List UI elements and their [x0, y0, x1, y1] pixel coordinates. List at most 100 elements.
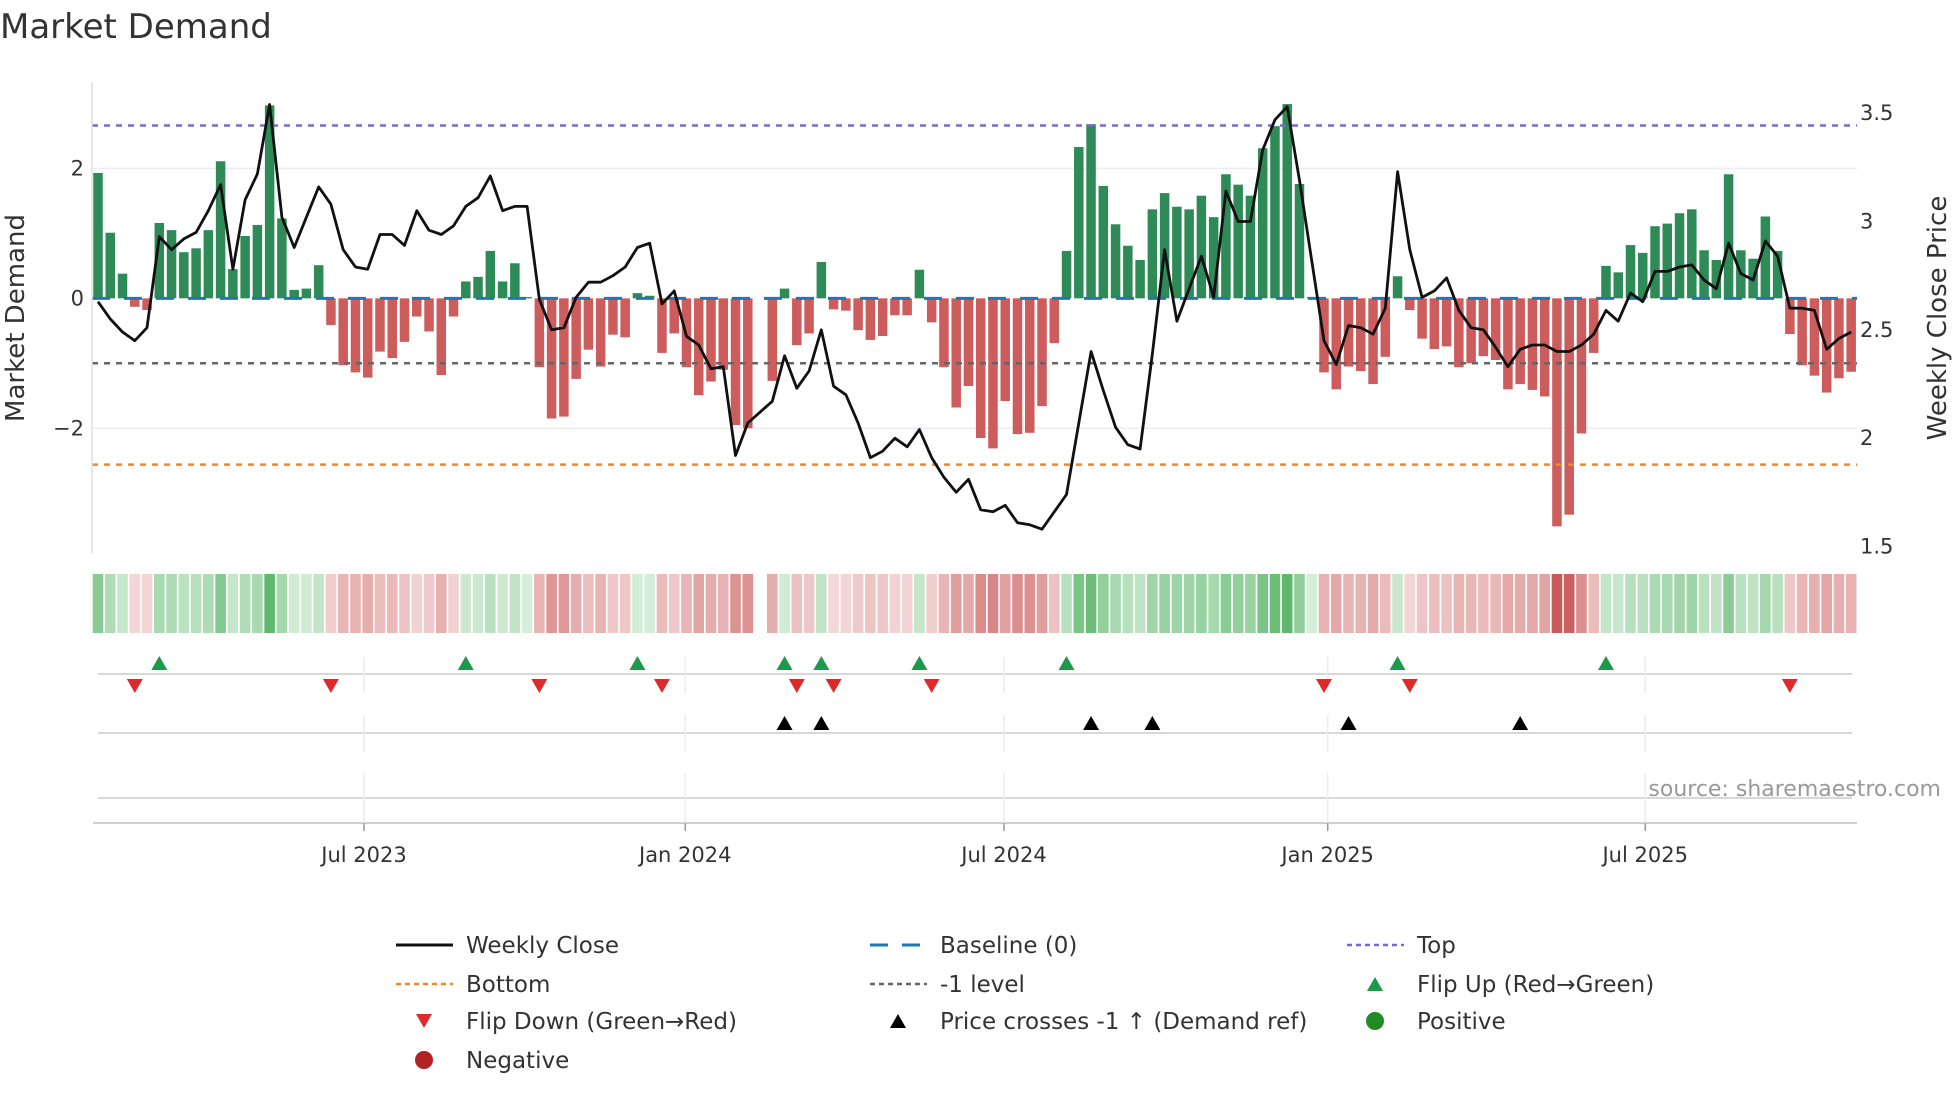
y-axis-label: Market Demand: [1, 214, 31, 422]
chart-title: Market Demand: [0, 7, 272, 47]
heat-cell: [411, 574, 423, 633]
demand-bar: [779, 288, 790, 299]
heat-cell: [607, 574, 619, 633]
heat-cell: [1809, 574, 1820, 633]
demand-bar: [362, 298, 373, 378]
heat-cell: [889, 574, 901, 633]
heat-cell: [1625, 574, 1636, 633]
heat-cell: [1588, 574, 1600, 633]
x-tick-label: Jan 2024: [637, 843, 732, 867]
heat-cell: [1380, 574, 1391, 633]
demand-bar: [669, 298, 679, 334]
source-note: source: sharemaestro.com: [1648, 777, 1941, 802]
heat-cell: [938, 574, 950, 633]
heat-cell: [730, 574, 741, 633]
legend-label: Flip Up (Red→Green): [1417, 972, 1654, 998]
demand-bar: [142, 298, 152, 311]
heat-cell: [1171, 574, 1183, 633]
demand-bar: [1662, 223, 1673, 299]
heat-cell: [472, 574, 484, 633]
legend-label: Baseline (0): [940, 933, 1077, 959]
demand-bar: [191, 248, 201, 299]
heat-cell: [1576, 574, 1587, 633]
demand-bar: [546, 298, 557, 419]
flip-up-marker: [1058, 656, 1075, 670]
heat-cell: [1429, 574, 1440, 633]
demand-bar: [289, 289, 299, 299]
heat-cell: [963, 574, 974, 633]
demand-bar: [1454, 298, 1464, 368]
heat-cell: [252, 574, 263, 633]
flip-down-marker: [923, 679, 940, 693]
demand-bar: [1405, 298, 1415, 311]
demand-bar: [1368, 298, 1378, 385]
heat-cell: [534, 574, 545, 633]
demand-bar: [1000, 298, 1010, 401]
heat-cell: [1294, 574, 1305, 633]
demand-bar: [559, 298, 569, 417]
demand-bar: [1503, 298, 1513, 390]
heat-cell: [1453, 574, 1465, 633]
heat-cell: [1539, 574, 1550, 633]
demand-bar: [203, 230, 214, 299]
demand-bar: [1110, 224, 1121, 299]
demand-bar: [1564, 298, 1574, 515]
heat-cell: [926, 574, 937, 633]
demand-bar: [117, 273, 128, 299]
heat-cell: [1159, 574, 1170, 633]
demand-bar: [1638, 252, 1648, 299]
flip-up-marker: [776, 656, 793, 670]
demand-bar: [657, 298, 667, 353]
heat-cell: [742, 574, 754, 633]
demand-bar: [497, 281, 508, 299]
event-markers: Jul 2023 Jan 2024 Jul 2024 Jan 2025 Jul 2025: [93, 656, 1857, 867]
legend-label: Top: [1416, 933, 1456, 959]
heat-cell: [1257, 574, 1268, 633]
demand-bar: [1687, 209, 1697, 299]
legend-label: Price crosses -1 ↑ (Demand ref): [940, 1009, 1307, 1035]
heat-cell: [178, 574, 190, 633]
demand-bar: [1772, 250, 1783, 299]
heat-cell: [1122, 574, 1134, 633]
demand-bar: [951, 298, 961, 408]
demand-bar: [1466, 298, 1476, 364]
demand-bar: [1576, 298, 1587, 434]
demand-bar: [571, 298, 581, 379]
heat-cell: [1686, 574, 1698, 633]
heat-cell: [1514, 574, 1526, 633]
demand-bar: [448, 298, 459, 317]
demand-bar: [326, 298, 336, 325]
flip-down-marker: [653, 679, 670, 693]
heat-cell: [1723, 574, 1734, 633]
heat-cell: [1012, 574, 1023, 633]
demand-bar: [93, 172, 103, 299]
flip-up-marker: [629, 656, 646, 670]
demand-bar: [743, 298, 753, 429]
demand-heat-strip: [92, 574, 1857, 633]
demand-bar: [436, 298, 447, 375]
x-tick-label: Jul 2025: [1600, 843, 1687, 867]
heat-cell: [141, 574, 153, 633]
heat-cell: [1098, 574, 1109, 633]
heat-cell: [595, 574, 606, 633]
heat-cell: [816, 574, 827, 633]
demand-bar: [1343, 298, 1354, 367]
heat-cell: [1784, 574, 1796, 633]
heat-cell: [619, 574, 631, 633]
demand-bar: [1539, 298, 1550, 397]
demand-bar: [130, 298, 140, 307]
demand-bar: [1711, 260, 1722, 299]
heat-cell: [1036, 574, 1048, 633]
legend: Weekly Close Baseline (0) Top Bottom -1 leve…: [396, 933, 1654, 1074]
legend-label: Positive: [1417, 1009, 1506, 1035]
demand-bar: [1270, 126, 1280, 299]
demand-bar: [461, 281, 471, 299]
heat-cell: [1833, 574, 1845, 633]
heat-cell: [362, 574, 374, 633]
y2-tick-label: 2: [1860, 426, 1873, 450]
heat-cell: [1220, 574, 1232, 633]
heat-cell: [1527, 574, 1538, 633]
demand-bar: [1588, 298, 1599, 353]
demand-bar: [926, 298, 937, 323]
heat-cell: [497, 574, 508, 633]
